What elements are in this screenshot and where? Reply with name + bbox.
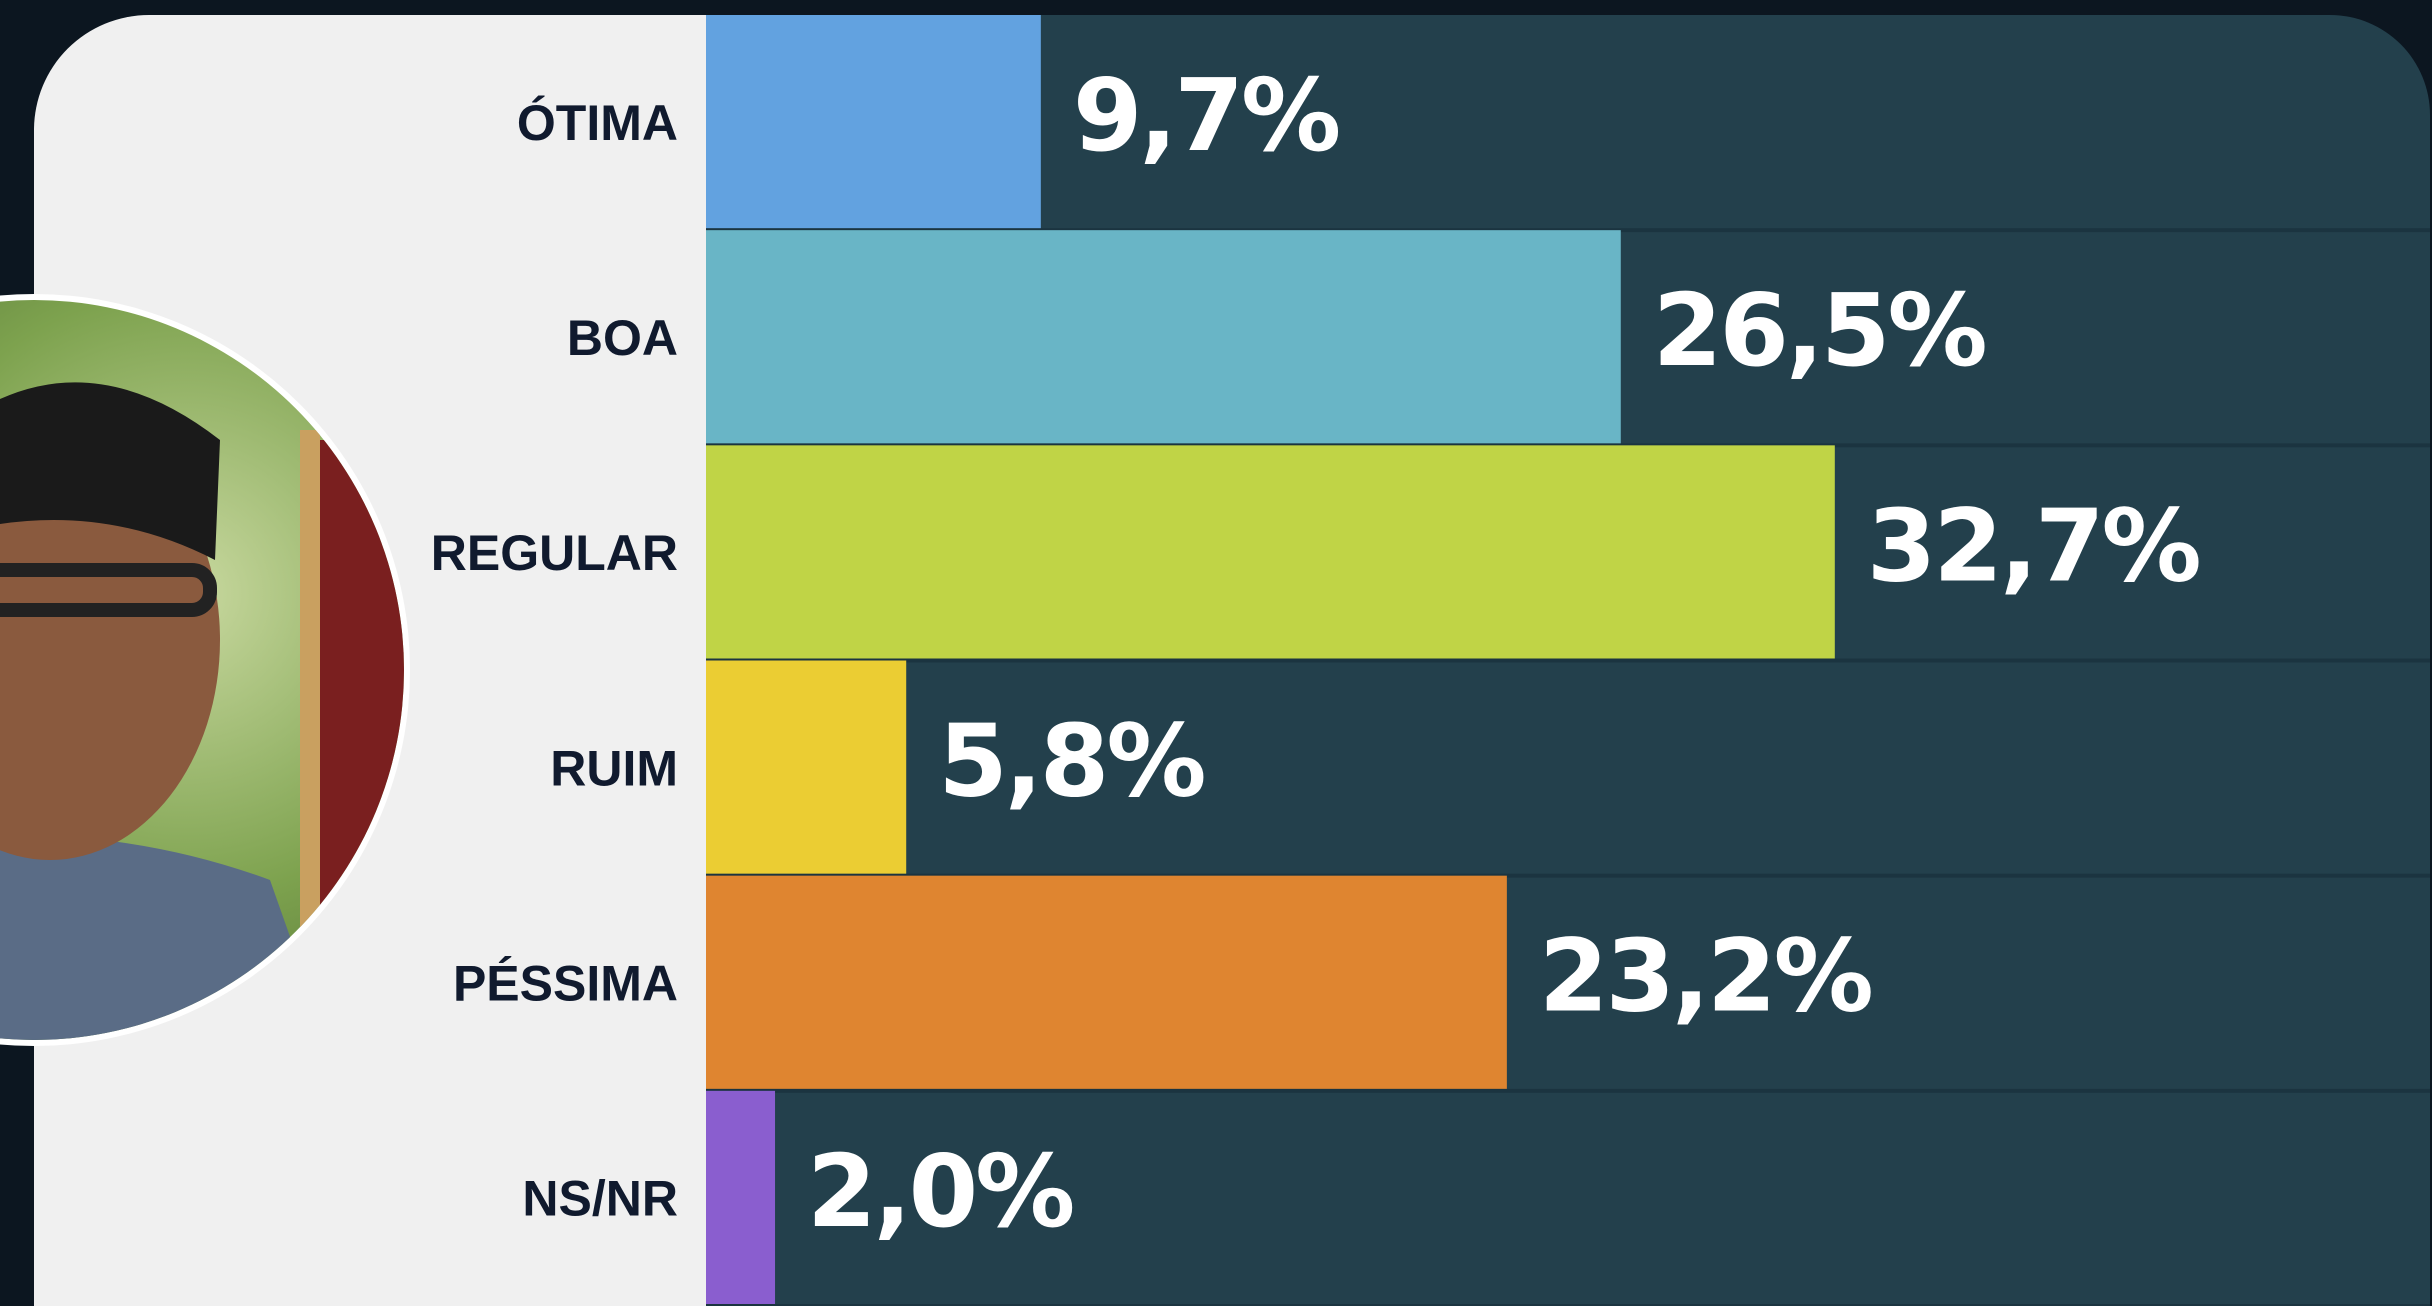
value-label: 9,7%	[1073, 57, 1339, 174]
bar	[706, 876, 1507, 1089]
plot-area: 9,7% 26,5% 32,7% 5,8% 23,2% 2,0%	[706, 15, 2432, 1306]
category-label: RUIM	[550, 740, 678, 796]
chart: 9,7% 26,5% 32,7% 5,8% 23,2% 2,0% ÓTIMA BOA REGU…	[0, 0, 2432, 1306]
category-label: ÓTIMA	[517, 95, 678, 151]
value-label: 32,7%	[1867, 487, 2200, 604]
category-label: PÉSSIMA	[453, 955, 678, 1011]
value-label: 23,2%	[1539, 918, 1872, 1035]
value-label: 26,5%	[1653, 272, 1986, 389]
bar	[706, 15, 1041, 228]
category-label: BOA	[567, 310, 678, 366]
bar	[706, 661, 906, 874]
value-label: 5,8%	[938, 702, 1204, 819]
bar	[706, 230, 1621, 443]
bar	[706, 445, 1835, 658]
category-label: NS/NR	[522, 1171, 678, 1227]
category-label: REGULAR	[431, 525, 678, 581]
bar	[706, 1091, 775, 1304]
value-label: 2,0%	[807, 1133, 1073, 1250]
